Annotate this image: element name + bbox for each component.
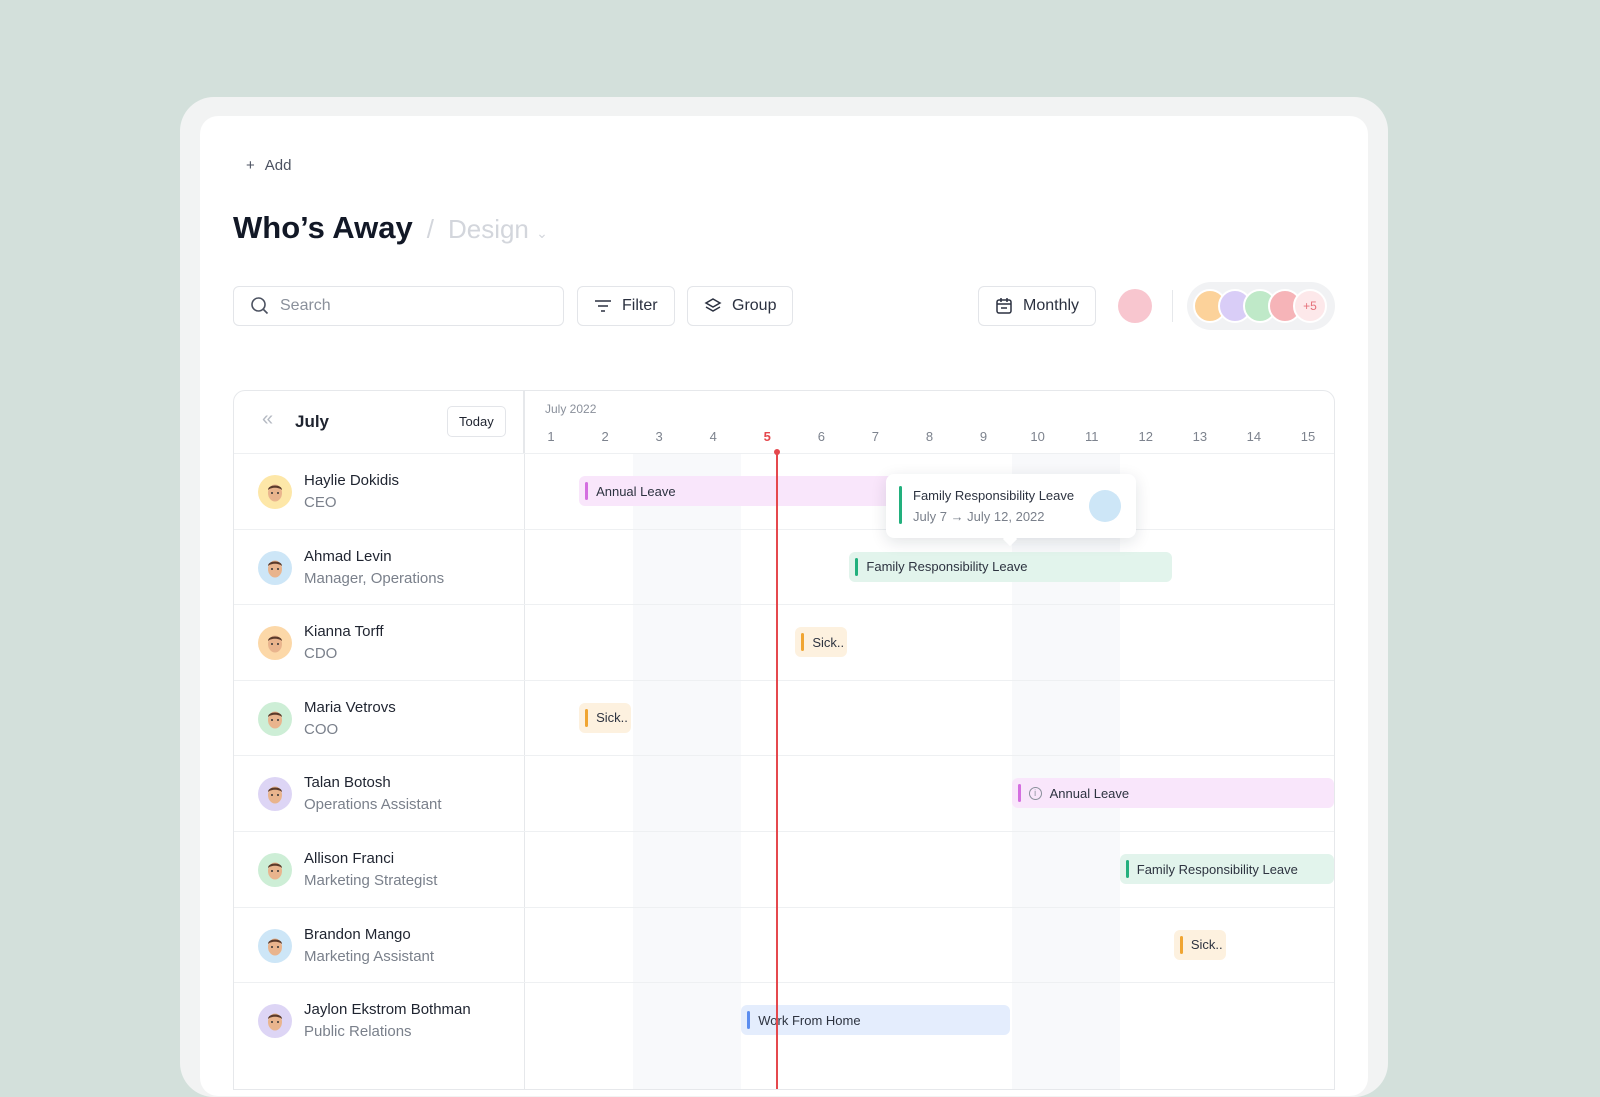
today-button[interactable]: Today: [447, 406, 506, 437]
search-input[interactable]: Search: [233, 286, 564, 326]
period-label: July 2022: [545, 402, 597, 416]
add-button[interactable]: + Add: [246, 157, 292, 174]
current-user-avatar[interactable]: [1118, 289, 1152, 323]
leave-bar-sick[interactable]: Sick..: [795, 627, 848, 658]
avatar: [258, 928, 292, 963]
person-role: CDO: [304, 645, 338, 663]
person-row: Ahmad Levin Manager, Operations: [234, 528, 1334, 605]
leave-bar-family[interactable]: Family Responsibility Leave: [849, 551, 1172, 582]
leave-label: Family Responsibility Leave: [1136, 861, 1298, 877]
day-header: 14: [1246, 429, 1262, 444]
leave-bar-sick[interactable]: Sick..: [1173, 929, 1226, 960]
day-header: 13: [1192, 429, 1208, 444]
leave-label: Annual Leave: [1049, 785, 1130, 801]
person-row: Haylie Dokidis CEO: [234, 453, 1334, 529]
person-role: COO: [304, 720, 339, 738]
day-header: 15: [1300, 429, 1316, 444]
person-row: Maria Vetrovs COO: [234, 679, 1334, 756]
day-header: 8: [925, 429, 934, 444]
person-name: Talan Botosh: [304, 774, 391, 792]
page-title: Who’s Away / Design ⌄: [233, 210, 548, 245]
leave-label: Work From Home: [758, 1012, 861, 1028]
leave-bar-sick[interactable]: Sick..: [579, 702, 632, 733]
person-role: Marketing Strategist: [304, 872, 438, 889]
view-mode-button[interactable]: Monthly: [978, 286, 1097, 326]
day-header: 3: [655, 429, 663, 444]
person-name: Allison Franci: [304, 850, 395, 867]
person-role: Public Relations: [304, 1023, 412, 1041]
day-header: 7: [871, 429, 880, 444]
group-button[interactable]: Group: [687, 286, 794, 326]
day-header: 4: [709, 429, 717, 444]
person-role: Operations Assistant: [304, 796, 442, 814]
person-role: Marketing Assistant: [304, 947, 435, 965]
app-card: [200, 116, 1368, 1096]
avatar: [1089, 490, 1121, 522]
layers-icon: [704, 298, 722, 312]
today-line: [776, 453, 778, 1089]
info-icon: i: [1028, 786, 1042, 800]
calendar-icon: [996, 298, 1012, 314]
leave-tooltip: Family Responsibility Leave July 7 → Jul…: [886, 474, 1136, 547]
day-header: 10: [1030, 429, 1045, 444]
avatar: [258, 777, 292, 812]
day-header: 1: [547, 429, 555, 444]
more-members-badge: +5: [1293, 289, 1327, 323]
person-name: Ahmad Levin: [304, 547, 392, 565]
plus-icon: +: [246, 157, 255, 174]
leave-label: Sick..: [812, 634, 845, 650]
team-dropdown[interactable]: Design ⌄: [447, 214, 548, 244]
leave-label: Sick..: [1190, 937, 1223, 953]
day-header: 6: [817, 429, 825, 444]
filter-icon: [595, 300, 611, 312]
leave-calendar: « July Today July 2022 1 2 3 4 5 6 7 8 9 10 11 12 13…: [233, 390, 1335, 1090]
chevron-double-left-icon[interactable]: «: [262, 408, 274, 430]
team-avatars[interactable]: +5: [1187, 282, 1335, 330]
day-header: 5: [763, 429, 771, 444]
leave-bar-annual[interactable]: i Annual Leave: [1011, 778, 1334, 809]
person-row: Brandon Mango Marketing Assistant: [234, 906, 1334, 983]
leave-label: Sick..: [596, 710, 628, 726]
day-header: 12: [1138, 429, 1153, 444]
person-row: Jaylon Ekstrom Bothman Public Relations: [234, 982, 1334, 1058]
person-row: Allison Franci Marketing Strategist: [234, 831, 1334, 907]
person-row: Talan Botosh Operations Assistant: [234, 755, 1334, 831]
divider: [1172, 290, 1173, 322]
day-header: 2: [601, 429, 609, 444]
day-header: 9: [979, 429, 988, 444]
leave-label: Family Responsibility Leave: [866, 559, 1028, 575]
today-marker: [774, 449, 780, 455]
divider: [524, 391, 525, 1089]
leave-bar-annual[interactable]: Annual Leave: [579, 476, 902, 506]
person-role: Manager, Operations: [304, 569, 445, 587]
filter-button[interactable]: Filter: [577, 286, 675, 326]
chevron-down-icon: ⌄: [536, 225, 548, 241]
day-header: 11: [1084, 429, 1099, 444]
search-icon: [251, 297, 269, 315]
leave-bar-family[interactable]: Family Responsibility Leave: [1119, 854, 1334, 884]
person-name: Maria Vetrovs: [304, 698, 396, 716]
avatar: [258, 701, 292, 736]
person-row: Kianna Torff CDO: [234, 604, 1334, 680]
avatar: [258, 1004, 292, 1039]
person-name: Brandon Mango: [304, 925, 411, 943]
avatar: [258, 853, 292, 887]
avatar: [258, 475, 292, 509]
leave-bar-wfh[interactable]: Work From Home: [741, 1005, 1010, 1036]
person-name: Kianna Torff: [304, 623, 384, 641]
person-role: CEO: [304, 494, 337, 511]
person-name: Haylie Dokidis: [304, 472, 400, 489]
month-nav: « July Today: [234, 391, 524, 453]
avatar: [258, 626, 292, 661]
person-name: Jaylon Ekstrom Bothman: [304, 1001, 471, 1019]
leave-label: Annual Leave: [596, 483, 676, 499]
avatar: [258, 550, 292, 585]
